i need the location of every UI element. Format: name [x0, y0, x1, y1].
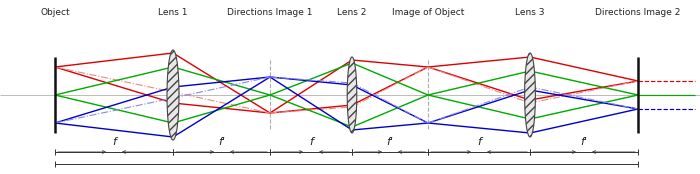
Polygon shape — [167, 50, 179, 140]
Text: f': f' — [386, 137, 393, 147]
Polygon shape — [524, 53, 536, 137]
Text: f': f' — [218, 137, 225, 147]
Text: Lens 3: Lens 3 — [515, 8, 545, 17]
Polygon shape — [347, 57, 357, 133]
Text: f: f — [309, 137, 313, 147]
Text: f: f — [477, 137, 481, 147]
Text: Lens 2: Lens 2 — [337, 8, 367, 17]
Text: Lens 1: Lens 1 — [158, 8, 188, 17]
Text: f: f — [112, 137, 116, 147]
Text: Directions Image 2: Directions Image 2 — [595, 8, 680, 17]
Text: f': f' — [580, 137, 587, 147]
Text: Object: Object — [40, 8, 70, 17]
Text: Directions Image 1: Directions Image 1 — [228, 8, 313, 17]
Text: Image of Object: Image of Object — [392, 8, 464, 17]
